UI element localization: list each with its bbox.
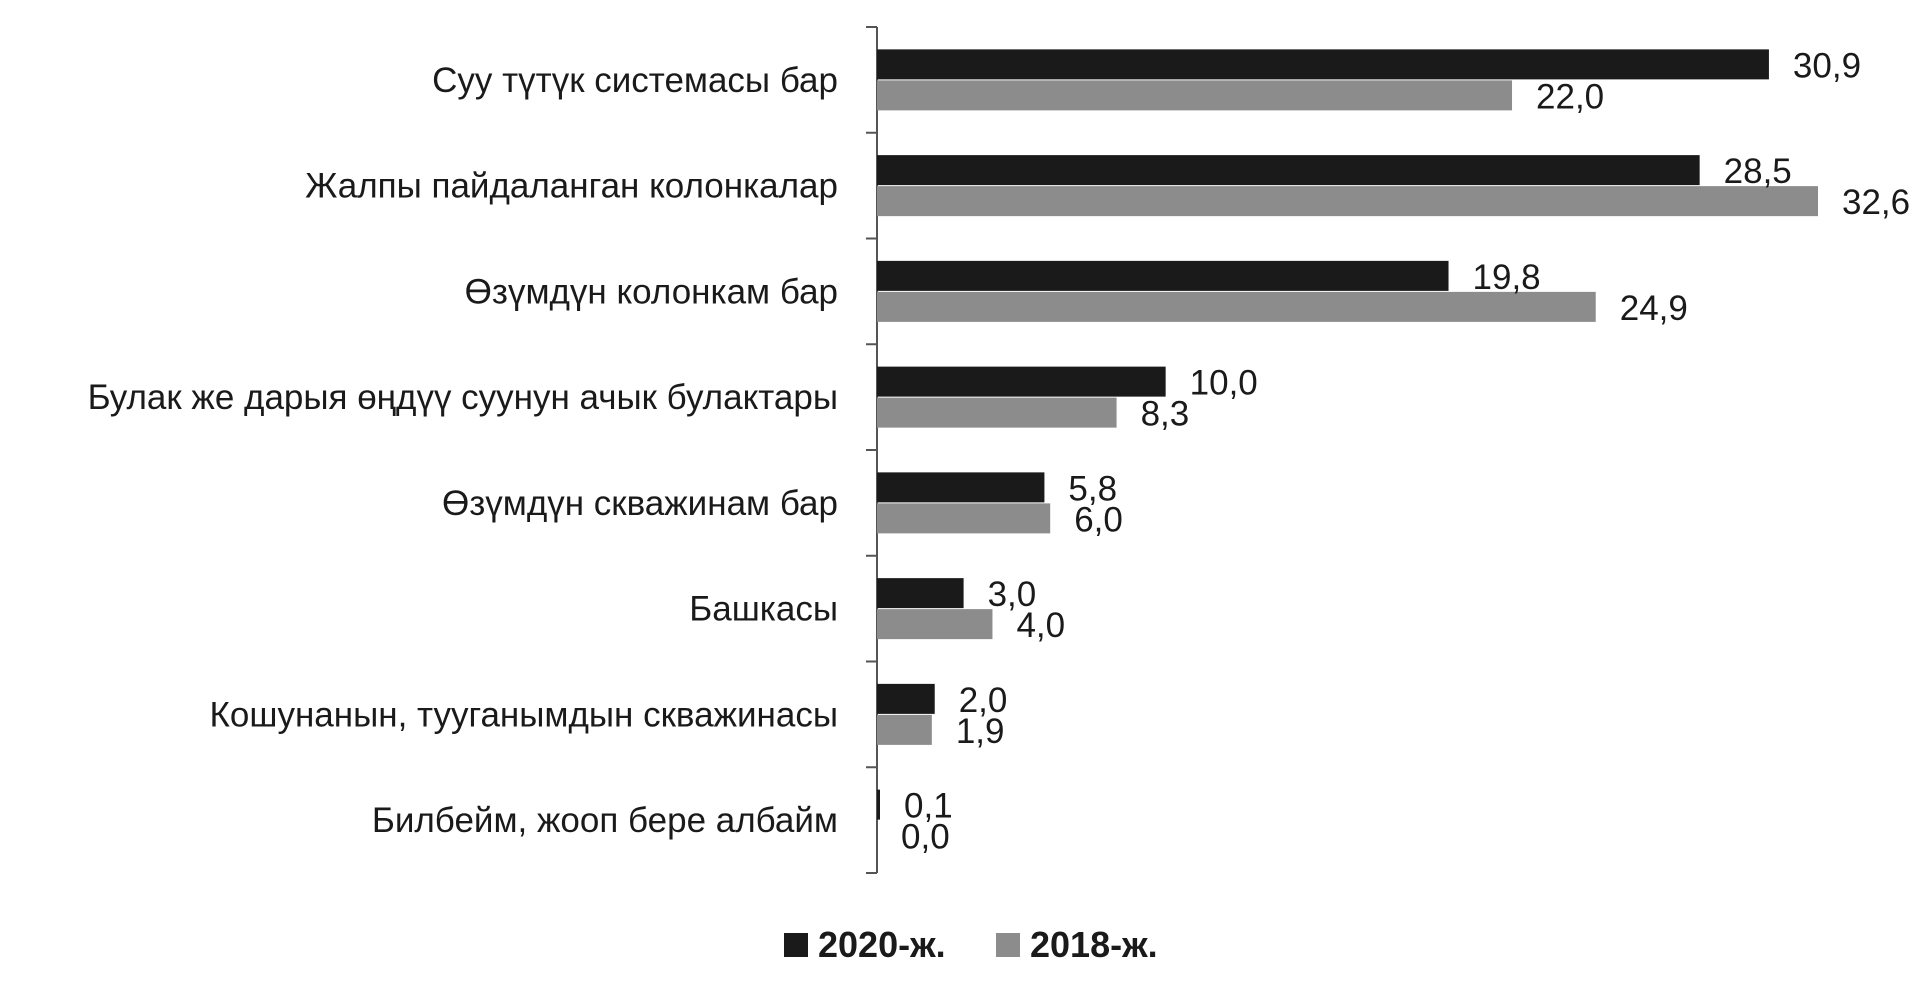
- category-label: Өзүмдүн скважинам бар: [442, 484, 838, 523]
- bar-series-1: [877, 366, 1166, 397]
- legend-swatch: [996, 933, 1020, 957]
- data-label: 5,8: [1068, 469, 1117, 508]
- legend-swatch: [784, 933, 808, 957]
- value-labels: 30,9 22,0 28,5 32,6 19,8 24,9 10,08,3 5,86,0 3,0…: [901, 46, 1910, 856]
- category-labels: Суу түтүк системасы бар Жалпы пайдаланган…: [88, 61, 838, 840]
- category-label: Кошунанын, тууганымдын скважинасы: [210, 695, 838, 734]
- bar-series-1: [877, 155, 1700, 186]
- data-label: 2,0: [959, 681, 1008, 720]
- legend-label: 2018-ж.: [1030, 924, 1158, 965]
- data-label: 10,0: [1190, 364, 1258, 403]
- category-label: Билбейм, жооп бере албайм: [372, 801, 838, 840]
- data-label: 6,0: [1074, 500, 1123, 539]
- bar-series-1: [877, 49, 1769, 80]
- bar-series-2: [877, 186, 1818, 217]
- data-label: 0,0: [901, 818, 950, 857]
- bar-series-1: [877, 260, 1449, 291]
- data-label: 30,9: [1793, 46, 1861, 85]
- data-label: 19,8: [1473, 258, 1541, 297]
- bar-series-2: [877, 714, 932, 745]
- data-label: 4,0: [1016, 606, 1065, 645]
- bar-series-1: [877, 578, 964, 609]
- category-label: Суу түтүк системасы бар: [432, 61, 838, 100]
- data-label: 28,5: [1724, 152, 1792, 191]
- data-label: 0,1: [904, 787, 953, 826]
- category-label: Булак же дарыя өңдүү суунун ачык булакта…: [88, 378, 838, 417]
- bar-series-2: [877, 80, 1513, 111]
- bar-series-2: [877, 609, 993, 640]
- category-axis: [866, 26, 878, 874]
- legend: 2020-ж. 2018-ж.: [784, 924, 1158, 965]
- legend-label: 2020-ж.: [818, 924, 946, 965]
- bar-series-2: [877, 397, 1117, 428]
- data-label: 24,9: [1620, 289, 1688, 328]
- bars: [877, 49, 1818, 820]
- data-label: 8,3: [1141, 395, 1190, 434]
- data-label: 1,9: [956, 712, 1005, 751]
- data-label: 3,0: [988, 575, 1037, 614]
- category-label: Башкасы: [689, 590, 838, 629]
- bar-series-1: [877, 683, 935, 714]
- data-label: 32,6: [1842, 183, 1910, 222]
- category-label: Жалпы пайдаланган колонкалар: [305, 167, 838, 206]
- category-label: Өзүмдүн колонкам бар: [465, 272, 838, 311]
- bar-series-2: [877, 503, 1051, 534]
- bar-series-2: [877, 291, 1596, 322]
- bar-series-1: [877, 789, 880, 820]
- data-label: 22,0: [1536, 77, 1604, 116]
- bar-series-1: [877, 472, 1045, 503]
